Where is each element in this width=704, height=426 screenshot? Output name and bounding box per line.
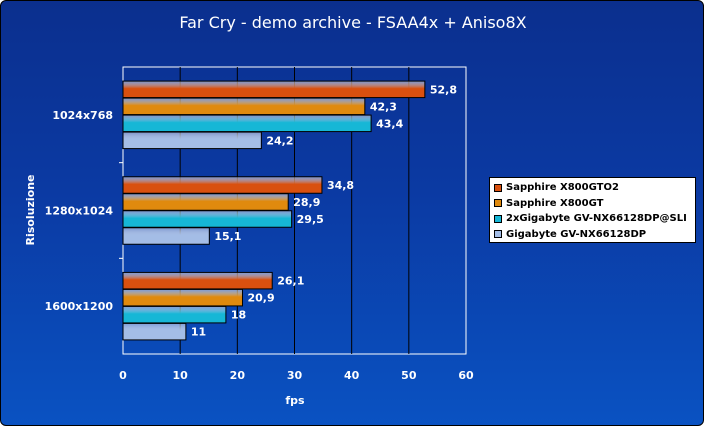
legend-label: Sapphire X800GT (506, 197, 604, 209)
x-tick-label: 30 (287, 369, 303, 382)
category-labels: 1024x768 1280x1024 1600x1200 (45, 109, 123, 313)
legend-swatch (494, 230, 502, 239)
data-label: 20,9 (247, 292, 274, 305)
bar (122, 193, 289, 211)
data-label: 11 (191, 326, 206, 339)
data-label: 43,4 (376, 117, 403, 130)
legend-item: Gigabyte GV-NX66128DP (494, 227, 691, 243)
legend-label: 2xGigabyte GV-NX66128DP@SLI (506, 213, 687, 225)
data-label: 15,1 (214, 230, 241, 243)
x-tick-label: 20 (230, 369, 246, 382)
x-tick-label: 40 (344, 369, 360, 382)
data-label: 42,3 (370, 100, 397, 113)
bars: 52,8 42,3 43,4 24,2 34,8 28,9 29,5 15,1 26,120,9… (122, 80, 457, 341)
x-tick-label: 0 (119, 369, 127, 382)
legend-item: Sapphire X800GTO2 (494, 180, 691, 196)
bar (122, 288, 243, 307)
chart-title: Far Cry - demo archive - FSAA4x + Aniso8… (179, 13, 527, 32)
category-label: 1280x1024 (45, 205, 114, 218)
x-tick-label: 50 (401, 369, 417, 382)
bar (122, 97, 366, 116)
legend: Sapphire X800GTO2 Sapphire X800GT 2xGigaby… (489, 177, 696, 243)
category-label: 1024x768 (52, 109, 113, 122)
bar (122, 131, 262, 150)
x-axis-label: fps (285, 394, 305, 407)
data-label: 29,5 (297, 213, 324, 226)
bar (122, 322, 187, 341)
category-label: 1600x1200 (45, 300, 114, 313)
bar (122, 176, 323, 194)
x-tick-label: 10 (173, 369, 189, 382)
legend-item: Sapphire X800GT (494, 196, 691, 212)
bar (122, 271, 273, 290)
bar (122, 80, 426, 99)
legend-label: Gigabyte GV-NX66128DP (506, 228, 647, 240)
data-label: 18 (231, 309, 246, 322)
data-label: 28,9 (293, 196, 320, 209)
data-label: 34,8 (327, 179, 354, 192)
legend-label: Sapphire X800GTO2 (506, 182, 619, 194)
legend-item: 2xGigabyte GV-NX66128DP@SLI (494, 211, 691, 227)
data-label: 52,8 (430, 83, 457, 96)
legend-swatch (494, 183, 502, 192)
legend-swatch (494, 214, 502, 223)
x-tick-label: 60 (458, 369, 474, 382)
bar (122, 227, 210, 245)
legend-swatch (494, 199, 502, 208)
y-axis-label: Risoluzione (24, 175, 37, 246)
bar (122, 305, 227, 324)
bar (122, 210, 293, 228)
x-ticks: 0 10 20 30 40 50 60 (119, 369, 474, 382)
data-label: 24,2 (266, 134, 293, 147)
data-label: 26,1 (277, 275, 304, 288)
bar (122, 114, 372, 133)
